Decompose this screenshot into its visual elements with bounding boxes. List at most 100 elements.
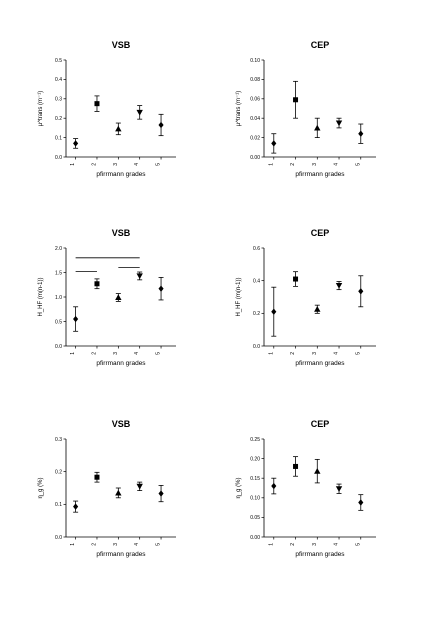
data-point xyxy=(293,276,299,282)
y-tick-label: 0.4 xyxy=(55,77,62,83)
x-tick-label: 4 xyxy=(334,163,340,166)
x-tick-label: 3 xyxy=(312,163,318,166)
data-point xyxy=(358,499,364,506)
y-tick-label: 0.0 xyxy=(55,344,62,350)
data-point xyxy=(115,125,122,132)
x-tick-label: 1 xyxy=(70,352,76,355)
data-point xyxy=(136,273,143,280)
y-axis-label: η_g (%) xyxy=(38,477,44,498)
data-point xyxy=(73,503,79,510)
x-tick-label: 5 xyxy=(156,543,162,546)
y-tick-label: 0.00 xyxy=(250,155,260,161)
x-tick-label: 2 xyxy=(290,352,296,355)
y-tick-label: 0.0 xyxy=(253,344,260,350)
y-tick-label: 0.0 xyxy=(55,535,62,541)
y-tick-label: 0.2 xyxy=(55,469,62,475)
x-tick-label: 4 xyxy=(134,352,140,355)
x-tick-label: 5 xyxy=(355,352,361,355)
y-tick-label: 0.6 xyxy=(253,246,260,252)
data-point xyxy=(115,294,122,301)
x-tick-label: 2 xyxy=(290,163,296,166)
x-tick-label: 1 xyxy=(268,163,274,166)
x-tick-label: 1 xyxy=(268,543,274,546)
x-axis-label: pfirrmann grades xyxy=(295,551,345,558)
x-axis-label: pfirrmann grades xyxy=(96,551,146,558)
y-tick-label: 2.0 xyxy=(55,246,62,252)
y-tick-label: 0.2 xyxy=(55,116,62,122)
x-tick-label: 3 xyxy=(113,163,119,166)
chart-title: CEP xyxy=(311,419,330,429)
y-tick-label: 0.20 xyxy=(250,456,260,462)
y-axis-label: μ^trans (m⁻¹) xyxy=(38,91,44,126)
x-tick-label: 1 xyxy=(70,163,76,166)
x-tick-label: 4 xyxy=(134,163,140,166)
y-tick-label: 0.15 xyxy=(250,476,260,482)
data-point xyxy=(293,463,299,469)
chart-title: CEP xyxy=(311,40,330,50)
y-axis-label: H_HF (m(n-1)) xyxy=(38,278,44,317)
x-tick-label: 5 xyxy=(355,163,361,166)
data-point xyxy=(271,140,277,147)
chart-panel-1: VSB 0.0 0.1 0.2 0.3 0.4 0.5 1 2 3 4 5 pfirrmann grad… xyxy=(38,40,176,178)
x-tick-label: 2 xyxy=(91,352,97,355)
y-tick-label: 0.25 xyxy=(250,437,260,443)
data-point xyxy=(314,467,321,474)
data-point xyxy=(115,489,122,496)
y-axis-label: μ^trans (m⁻¹) xyxy=(236,91,242,126)
chart-panel-2: CEP 0.00 0.02 0.04 0.06 0.08 0.10 1 2 3 4 5 pfirrman… xyxy=(236,40,376,178)
y-axis-label: η_g (%) xyxy=(236,477,242,498)
data-point xyxy=(94,281,100,287)
data-point xyxy=(94,101,100,107)
y-tick-label: 0.4 xyxy=(253,278,260,284)
y-tick-label: 0.08 xyxy=(250,77,260,83)
data-point xyxy=(158,490,164,497)
x-tick-label: 1 xyxy=(268,352,274,355)
data-point xyxy=(314,124,321,131)
y-tick-label: 1.5 xyxy=(55,270,62,276)
x-tick-label: 3 xyxy=(113,543,119,546)
x-tick-label: 3 xyxy=(312,543,318,546)
data-point xyxy=(158,285,164,292)
x-tick-label: 2 xyxy=(91,163,97,166)
x-tick-label: 4 xyxy=(134,543,140,546)
x-tick-label: 5 xyxy=(156,352,162,355)
x-tick-label: 3 xyxy=(113,352,119,355)
data-point xyxy=(136,483,143,490)
x-tick-label: 2 xyxy=(91,543,97,546)
data-point xyxy=(136,109,143,116)
x-axis-label: pfirrmann grades xyxy=(295,360,345,367)
data-point xyxy=(358,130,364,137)
y-axis-label: H_HF (m(n-1)) xyxy=(236,278,242,317)
data-point xyxy=(271,482,277,490)
x-axis-label: pfirrmann grades xyxy=(96,171,146,178)
y-tick-label: 1.0 xyxy=(55,295,62,301)
data-point xyxy=(335,120,343,127)
data-point xyxy=(73,315,79,323)
y-tick-label: 0.02 xyxy=(250,135,260,141)
data-point xyxy=(335,486,343,492)
x-axis-label: pfirrmann grades xyxy=(295,171,345,178)
data-point xyxy=(293,97,299,103)
data-point xyxy=(358,288,364,295)
x-axis-label: pfirrmann grades xyxy=(96,360,146,367)
x-tick-label: 4 xyxy=(334,543,340,546)
y-tick-label: 0.1 xyxy=(55,502,62,508)
x-tick-label: 4 xyxy=(334,352,340,355)
chart-title: VSB xyxy=(112,40,131,50)
y-tick-label: 0.5 xyxy=(55,58,62,64)
data-point xyxy=(335,283,343,289)
x-tick-label: 5 xyxy=(355,543,361,546)
chart-panel-3: VSB 0.0 0.5 1.0 1.5 2.0 1 2 3 4 5 pfirrmann grades H… xyxy=(38,228,176,367)
y-tick-label: 0.05 xyxy=(250,515,260,521)
y-tick-label: 0.5 xyxy=(55,319,62,325)
data-point xyxy=(314,306,321,312)
chart-title: VSB xyxy=(112,228,131,238)
data-point xyxy=(158,121,164,129)
y-tick-label: 0.00 xyxy=(250,535,260,541)
y-tick-label: 0.3 xyxy=(55,437,62,443)
y-tick-label: 0.2 xyxy=(253,311,260,317)
data-point xyxy=(271,308,277,315)
y-tick-label: 0.3 xyxy=(55,97,62,103)
x-tick-label: 1 xyxy=(70,543,76,546)
